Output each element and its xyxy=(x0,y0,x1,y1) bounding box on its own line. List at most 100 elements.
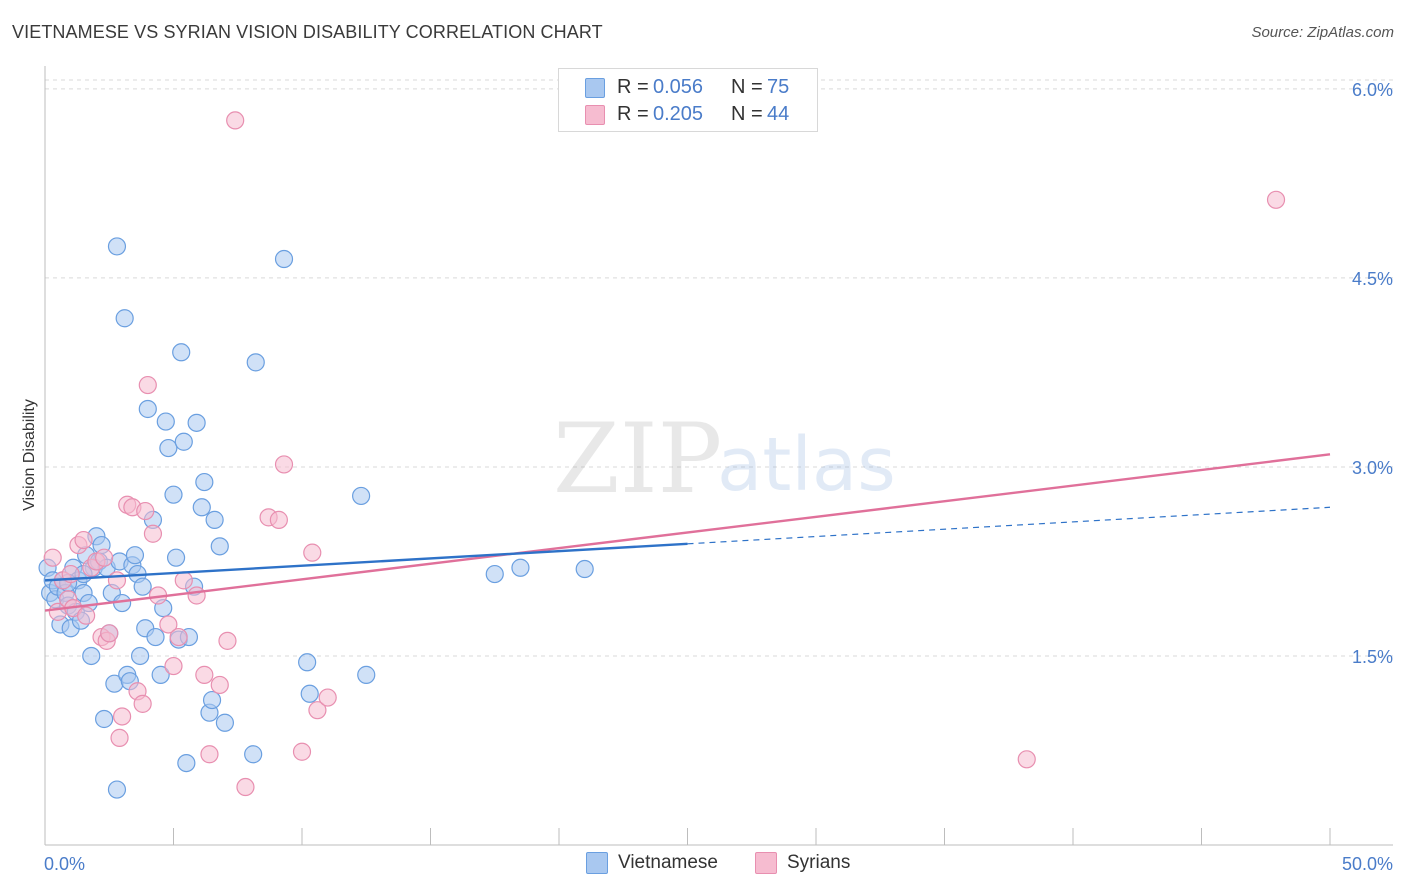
syrians-point xyxy=(274,455,294,474)
syrians-point xyxy=(110,728,129,747)
watermark-zip: ZIP xyxy=(553,403,722,515)
y-tick-label: 3.0% xyxy=(1352,458,1393,478)
syrians-points xyxy=(43,111,1286,797)
syrians-point xyxy=(143,524,163,543)
vietnamese-point xyxy=(195,472,214,492)
vietnamese-trend-line xyxy=(44,542,688,582)
syrians-point xyxy=(1266,190,1286,209)
syrians-point xyxy=(100,624,119,643)
vietnamese-point xyxy=(177,753,196,773)
syrians-point xyxy=(1017,750,1036,769)
vietnamese-point xyxy=(187,413,206,432)
axes xyxy=(44,66,1393,846)
vietnamese-swatch xyxy=(586,852,608,874)
vietnamese-point xyxy=(130,646,150,666)
vietnamese-point xyxy=(298,653,317,672)
vietnamese-point xyxy=(107,237,127,256)
x-tick-label-min: 0.0% xyxy=(44,854,85,874)
syrians-point xyxy=(292,742,312,761)
y-axis-label: Vision Disability xyxy=(21,399,38,511)
legend-label-vietnamese: Vietnamese xyxy=(618,852,718,873)
vietnamese-point xyxy=(125,546,145,565)
syrians-point xyxy=(210,675,229,695)
syrians-point xyxy=(169,627,188,647)
vietnamese-point xyxy=(485,564,504,584)
legend-row-syrians: R = 0.205 N = 44 xyxy=(559,101,817,127)
r-label: R = xyxy=(617,103,649,125)
legend-row-vietnamese: R = 0.056 N = 75 xyxy=(559,74,817,100)
vietnamese-point xyxy=(174,432,193,451)
syrians-point xyxy=(74,530,93,550)
vietnamese-point xyxy=(357,665,376,684)
legend-label-syrians: Syrians xyxy=(787,852,851,873)
vietnamese-swatch xyxy=(585,78,605,98)
syrians-point xyxy=(218,631,237,650)
syrians-point xyxy=(236,777,255,797)
vietnamese-point xyxy=(133,577,152,596)
syrians-point xyxy=(77,606,96,625)
vietnamese-point xyxy=(166,548,186,567)
source-credit: Source: ZipAtlas.com xyxy=(1251,24,1394,41)
vietnamese-point xyxy=(352,486,371,506)
syrians-point xyxy=(138,375,157,395)
chart-title: VIETNAMESE VS SYRIAN VISION DISABILITY C… xyxy=(12,22,603,42)
syrians-point xyxy=(195,665,214,684)
vietnamese-point xyxy=(172,343,191,362)
vietnamese-point xyxy=(164,485,183,504)
syrians-point xyxy=(159,615,178,634)
vietnamese-point xyxy=(156,412,175,431)
syrians-point xyxy=(187,586,206,605)
syrians-point xyxy=(174,571,193,590)
x-tick-label-max: 50.0% xyxy=(1342,854,1393,874)
watermark: ZIP atlas xyxy=(553,403,896,515)
vietnamese-point xyxy=(107,780,127,799)
vietnamese-point xyxy=(192,498,211,517)
vietnamese-point xyxy=(146,627,165,647)
syrians-point xyxy=(303,543,322,562)
vietnamese-point xyxy=(274,249,294,269)
syrians-point xyxy=(95,548,114,567)
vietnamese-point xyxy=(244,745,263,764)
syrians-point xyxy=(318,688,337,707)
n-label: N = xyxy=(731,76,763,98)
syrians-trend-line xyxy=(44,453,1331,612)
syrians-point xyxy=(136,501,155,521)
vietnamese-point xyxy=(575,559,594,579)
n-label: N = xyxy=(731,103,763,125)
syrians-swatch xyxy=(585,105,605,125)
vietnamese-point xyxy=(511,558,530,577)
vietnamese-trend-extension xyxy=(687,506,1331,545)
vietnamese-point xyxy=(300,684,319,703)
y-tick-label: 4.5% xyxy=(1352,269,1393,289)
syrians-point xyxy=(133,694,152,713)
vietnamese-point xyxy=(138,399,157,419)
trend-lines xyxy=(44,453,1331,612)
y-tick-label: 1.5% xyxy=(1352,647,1393,667)
syrians-point xyxy=(269,510,288,529)
syrians-point xyxy=(112,707,132,726)
syrians-swatch xyxy=(755,852,777,874)
vietnamese-point xyxy=(115,309,134,328)
y-tick-label: 6.0% xyxy=(1352,80,1393,100)
vietnamese-point xyxy=(205,510,224,529)
r-value: 0.056 xyxy=(653,76,704,98)
syrians-point xyxy=(308,701,327,720)
vietnamese-point xyxy=(95,709,114,729)
stats-legend: R = 0.056 N = 75 R = 0.205 N = 44 xyxy=(558,68,818,132)
vietnamese-point xyxy=(159,438,178,458)
syrians-point xyxy=(164,656,183,676)
vietnamese-point xyxy=(82,646,101,666)
vietnamese-point xyxy=(202,690,222,710)
vietnamese-point xyxy=(151,665,170,684)
syrians-point xyxy=(107,571,127,590)
syrians-point xyxy=(43,548,62,567)
r-value: 0.205 xyxy=(653,103,704,125)
r-label: R = xyxy=(617,76,649,98)
syrians-point xyxy=(200,745,219,764)
vietnamese-point xyxy=(246,353,265,372)
n-value: 75 xyxy=(767,76,790,98)
n-value: 44 xyxy=(767,103,790,125)
watermark-atlas: atlas xyxy=(717,422,896,508)
tick-labels: 1.5% 3.0% 4.5% 6.0% 0.0% 50.0% xyxy=(44,80,1393,874)
